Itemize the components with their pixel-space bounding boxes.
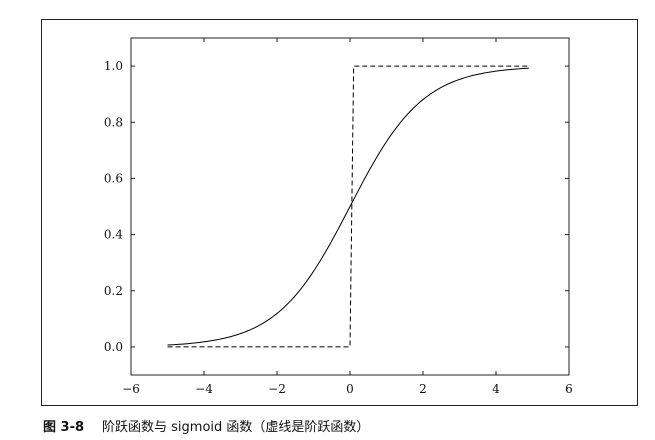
step-function-line <box>167 65 529 348</box>
caption-figure-number: 图 3-8 <box>43 420 85 435</box>
x-tick-label: 4 <box>492 382 500 396</box>
caption-text: 阶跃函数与 sigmoid 函数（虚线是阶跃函数） <box>102 420 370 435</box>
x-tick-label: −6 <box>122 382 140 396</box>
x-tick-label: 0 <box>346 382 354 396</box>
y-tick-label: 0.6 <box>104 171 123 185</box>
x-tick-label: −4 <box>195 382 213 396</box>
y-tick-label: 0.0 <box>104 340 123 354</box>
chart-svg: −6 −4 −2 0 2 4 6 0.0 0.2 0.4 0.6 0.8 1.0 <box>104 37 573 396</box>
figure-frame: −6 −4 −2 0 2 4 6 0.0 0.2 0.4 0.6 0.8 1.0 <box>41 19 638 406</box>
y-tick-label: 0.4 <box>104 228 123 242</box>
y-tick-label: 0.8 <box>104 115 123 129</box>
y-tick-label: 1.0 <box>104 59 123 73</box>
sigmoid-line <box>167 67 529 346</box>
x-tick-label: −2 <box>268 382 286 396</box>
x-tick-label: 6 <box>565 382 573 396</box>
y-tick-label: 0.2 <box>104 284 123 298</box>
figure-caption: 图 3-8 阶跃函数与 sigmoid 函数（虚线是阶跃函数） <box>43 416 369 435</box>
x-tick-label: 2 <box>419 382 427 396</box>
